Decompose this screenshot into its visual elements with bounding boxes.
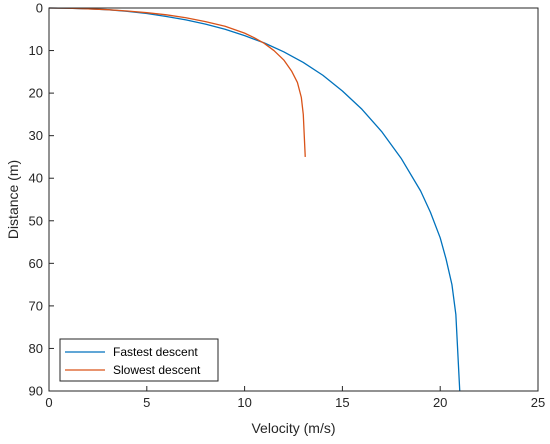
y-tick-label: 50 <box>29 213 43 228</box>
series-layer <box>48 7 461 392</box>
series-line-slowest-descent <box>48 7 306 157</box>
y-tick-label: 10 <box>29 43 43 58</box>
axes-box <box>48 7 539 392</box>
y-tick-label: 20 <box>29 86 43 101</box>
y-tick-label: 90 <box>29 384 43 399</box>
tick-layer: 0 5 10 15 20 25 0 10 20 30 40 50 60 70 80 90 <box>29 1 546 411</box>
y-axis-label: Distance (m) <box>5 160 21 239</box>
y-tick-label: 30 <box>29 128 43 143</box>
y-tick-label: 0 <box>36 1 43 16</box>
y-tick-label: 80 <box>29 341 43 356</box>
plot-area <box>49 8 538 391</box>
y-tick-label: 60 <box>29 256 43 271</box>
legend-label-fastest-descent: Fastest descent <box>113 345 198 359</box>
x-tick-label: 5 <box>143 395 150 410</box>
x-axis-label: Velocity (m/s) <box>251 420 335 436</box>
x-tick-label: 20 <box>433 395 447 410</box>
legend-label-slowest-descent: Slowest descent <box>113 363 201 377</box>
legend: Fastest descent Slowest descent <box>59 338 219 382</box>
y-tick-label: 70 <box>29 298 43 313</box>
x-tick-label: 25 <box>531 395 545 410</box>
y-tick-label: 40 <box>29 171 43 186</box>
x-tick-label: 0 <box>45 395 52 410</box>
legend-box <box>59 338 219 382</box>
x-tick-label: 10 <box>237 395 251 410</box>
x-tick-label: 15 <box>335 395 349 410</box>
